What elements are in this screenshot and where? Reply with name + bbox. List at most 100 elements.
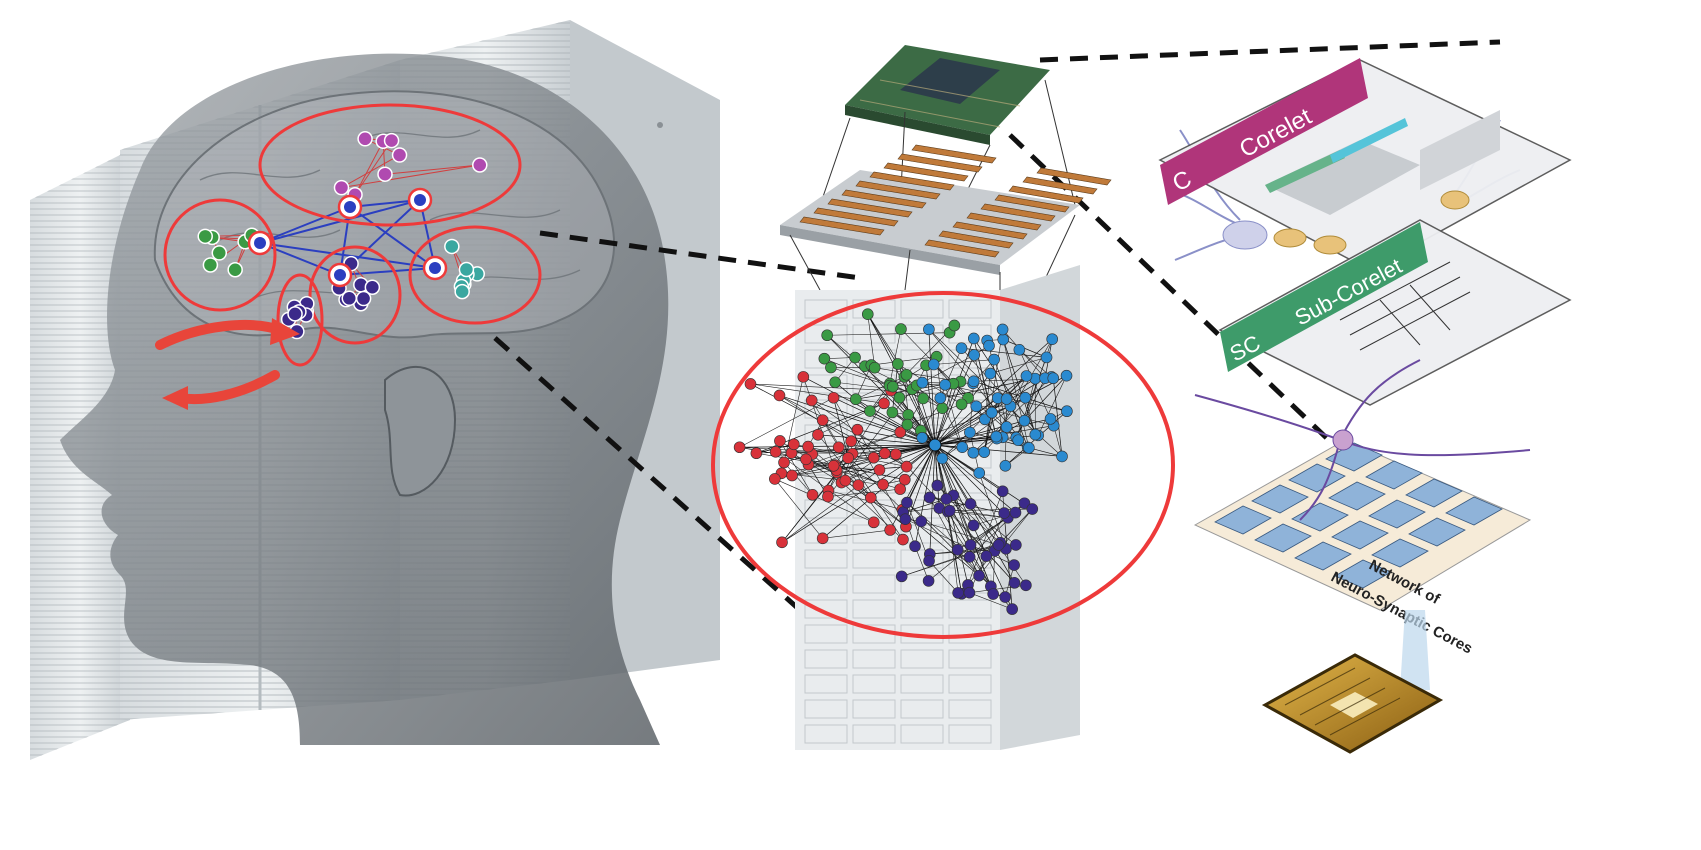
- graph-edge: [944, 384, 963, 448]
- memory-module: [980, 203, 1056, 222]
- graph-node: [973, 467, 986, 479]
- cluster-link: [341, 154, 400, 189]
- graph-edge: [779, 440, 813, 495]
- rack-slot: [852, 674, 896, 694]
- graph-edge: [1002, 339, 1036, 435]
- graph-edge: [934, 418, 1051, 446]
- graph-edge: [934, 338, 1053, 446]
- graph-edge: [1000, 508, 1033, 544]
- graph-node: [923, 323, 935, 336]
- graph-edge: [824, 358, 924, 399]
- graph-node: [917, 392, 929, 405]
- synaptic-core: [1445, 496, 1503, 526]
- graph-node: [733, 441, 746, 454]
- rack-slot: [900, 599, 944, 619]
- memory-module: [1022, 176, 1098, 195]
- graph-edge: [1015, 378, 1046, 438]
- rack-slot: [852, 699, 896, 719]
- graph-edge: [928, 329, 936, 446]
- graph-node: [967, 375, 980, 388]
- cluster-node: [458, 261, 475, 278]
- graph-node: [909, 540, 921, 553]
- graph-edge: [889, 383, 943, 409]
- graph-node: [827, 391, 840, 404]
- graph-node: [773, 389, 786, 402]
- graph-node: [996, 485, 1009, 498]
- rack-slot: [804, 324, 848, 344]
- graph-node: [1018, 497, 1031, 510]
- graph-node: [964, 498, 977, 510]
- rack-slot: [948, 699, 992, 719]
- graph-edge: [783, 462, 813, 496]
- graph-edge: [889, 444, 936, 531]
- graph-node: [816, 414, 829, 427]
- graph-node: [1040, 351, 1053, 364]
- rack-slot: [900, 699, 944, 719]
- core-network-layer: Network of Neuro-Synaptic Cores: [1193, 439, 1532, 657]
- graph-node: [999, 460, 1012, 472]
- synaptic-core: [1254, 523, 1312, 553]
- graph-node: [922, 575, 935, 587]
- cluster-node: [357, 131, 373, 147]
- cluster-node: [377, 166, 393, 182]
- graph-edge: [779, 395, 897, 455]
- graph-edge: [811, 400, 936, 446]
- graph-node: [1026, 503, 1039, 515]
- graph-node: [967, 446, 980, 459]
- graph-node: [1056, 450, 1068, 463]
- graph-edge: [858, 484, 891, 531]
- memory-module: [799, 216, 885, 236]
- graph-edge: [1024, 397, 1036, 435]
- graph-node: [940, 493, 953, 505]
- cluster-link: [354, 141, 384, 195]
- graph-node: [1047, 372, 1060, 385]
- rack-slot: [852, 724, 896, 744]
- graph-node: [812, 428, 824, 441]
- graph-edge: [906, 444, 936, 503]
- graph-edge: [922, 354, 975, 383]
- cluster-ring: [308, 245, 402, 345]
- graph-node: [983, 339, 995, 352]
- hub-link: [259, 206, 351, 244]
- graph-node: [986, 406, 998, 419]
- graph-edge: [871, 356, 937, 366]
- graph-node: [916, 376, 929, 389]
- rack-slot: [852, 549, 896, 569]
- graph-node: [850, 393, 862, 406]
- graph-node: [886, 380, 899, 393]
- graph-node: [822, 490, 834, 503]
- memory-module: [855, 180, 941, 200]
- graph-node: [1044, 413, 1057, 425]
- memory-module: [813, 207, 899, 227]
- graph-edge: [1002, 339, 1030, 448]
- graph-node: [916, 431, 928, 444]
- graph-node: [893, 391, 906, 404]
- graph-edge: [1052, 378, 1063, 457]
- graph-edge: [822, 529, 891, 539]
- graph-edge: [892, 412, 936, 446]
- graph-edge: [895, 453, 1015, 584]
- graph-node: [788, 438, 800, 451]
- graph-edge: [1024, 375, 1067, 421]
- graph-node: [895, 570, 908, 583]
- graph-node: [1020, 579, 1032, 592]
- graph-node: [931, 479, 944, 492]
- memory-module: [966, 212, 1042, 231]
- graph-edge: [914, 546, 929, 582]
- graph-edge: [934, 444, 962, 594]
- graph-node: [992, 539, 1005, 551]
- graph-node: [878, 397, 890, 410]
- graph-edge: [934, 444, 947, 499]
- graph-node: [816, 532, 829, 545]
- rack-slot: [948, 599, 992, 619]
- graph-node: [1020, 370, 1033, 382]
- graph-node: [967, 332, 980, 345]
- graph-node: [1000, 421, 1013, 433]
- graph-node: [865, 491, 877, 504]
- graph-node: [769, 473, 781, 485]
- graph-node: [943, 504, 956, 517]
- graph-node: [861, 308, 874, 321]
- memory-module: [1008, 185, 1084, 204]
- graph-node: [936, 402, 949, 414]
- graph-edge: [921, 521, 999, 546]
